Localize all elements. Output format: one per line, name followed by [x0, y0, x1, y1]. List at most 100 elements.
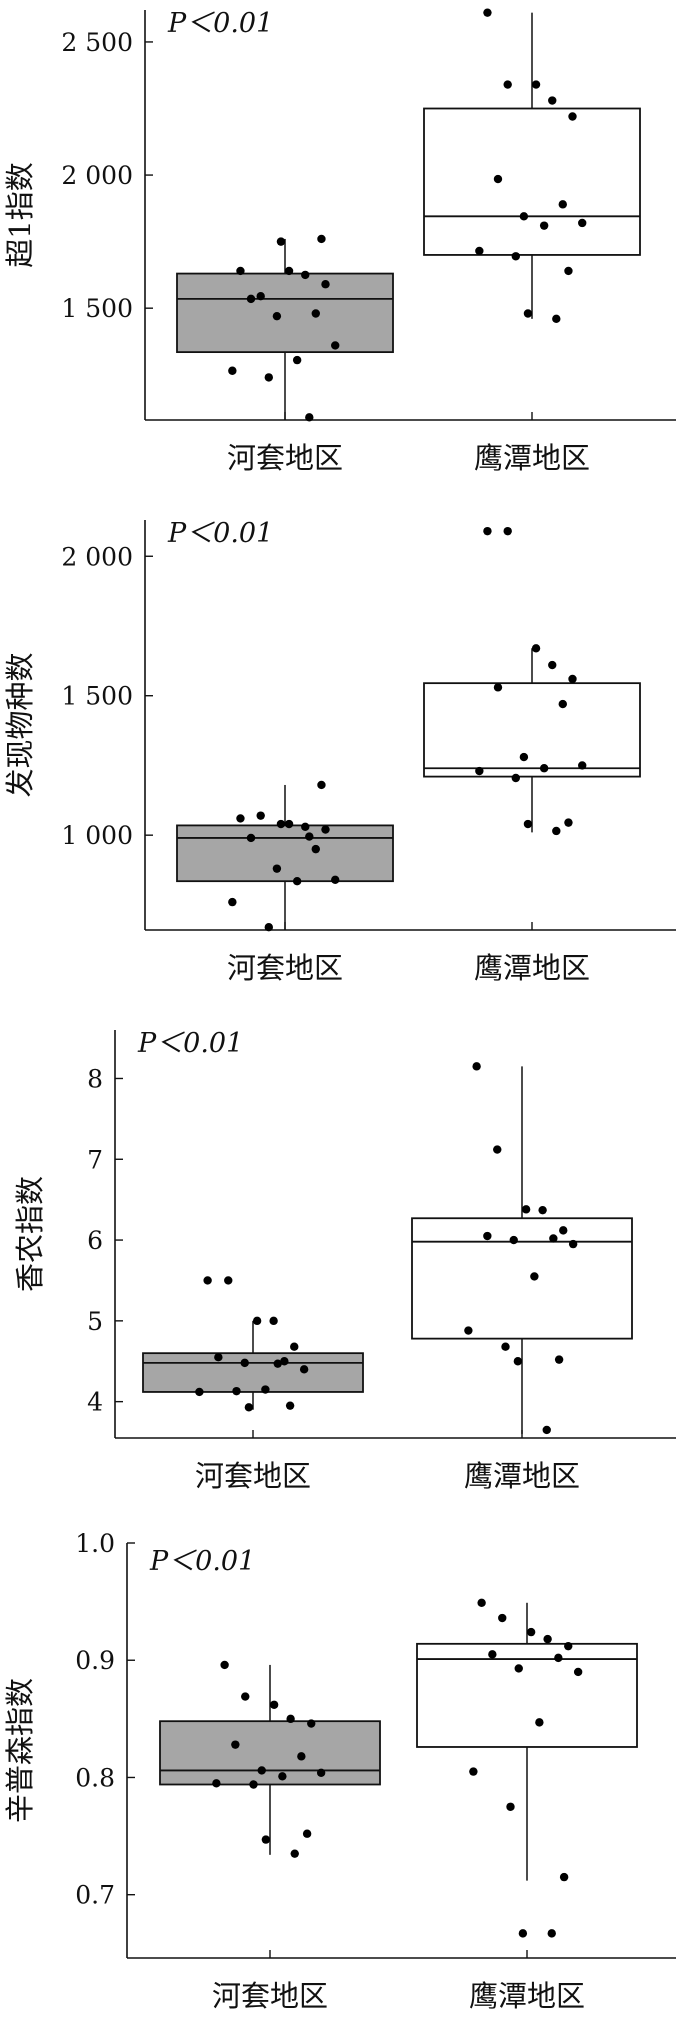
data-point [531, 80, 541, 89]
iqr-box [423, 107, 641, 256]
x-tick-label: 河套地区 [212, 1979, 328, 2013]
y-tick-label: 2 000 [61, 542, 133, 571]
data-point [552, 314, 561, 324]
iqr-box [176, 824, 394, 883]
y-tick-label: 1 000 [61, 821, 133, 850]
data-point [228, 366, 237, 375]
data-point [573, 1667, 583, 1677]
iqr-box [416, 1642, 638, 1748]
data-point [523, 819, 533, 829]
y-tick-label: 5 [87, 1307, 103, 1336]
y-tick-label: 1 500 [61, 294, 133, 323]
data-point [252, 1316, 262, 1326]
data-point [240, 1358, 249, 1368]
iqr-box [411, 1217, 633, 1340]
chart-panel-4: 0.7 0.8 0.9 1.0 河套地区 鹰潭地区 辛普森指数 P＜0.01 [3, 1529, 676, 2013]
data-point [509, 1235, 518, 1245]
data-point [547, 1929, 556, 1938]
data-point [246, 294, 256, 304]
data-point [273, 1359, 282, 1368]
data-point [464, 1326, 473, 1335]
data-point [526, 1627, 536, 1637]
data-point [498, 1613, 507, 1623]
y-tick-label: 2 000 [61, 161, 133, 190]
data-point [483, 8, 492, 17]
data-point [493, 174, 503, 184]
data-point [203, 1276, 212, 1285]
data-point [214, 1353, 223, 1362]
data-point [564, 818, 573, 827]
box-group-hetao [176, 234, 394, 422]
data-point [554, 1653, 563, 1663]
data-point [311, 844, 320, 854]
data-point [568, 112, 577, 121]
data-point [483, 526, 492, 536]
data-point [305, 413, 314, 422]
data-point [519, 212, 529, 221]
data-point [578, 761, 587, 770]
data-point [241, 1692, 250, 1701]
data-point [535, 1718, 544, 1727]
data-point [475, 766, 484, 776]
data-point [558, 699, 567, 709]
box-group-hetao [142, 1276, 364, 1412]
x-tick-label: 鹰潭地区 [464, 1459, 580, 1493]
data-point [276, 819, 286, 829]
y-tick-label: 0.9 [75, 1646, 115, 1675]
data-point [220, 1660, 229, 1670]
data-point [236, 814, 245, 823]
y-tick-label: 4 [87, 1388, 103, 1417]
data-point [299, 1365, 309, 1374]
p-value-annotation: P＜0.01 [167, 8, 273, 39]
data-point [568, 1239, 578, 1249]
y-tick-label: 8 [87, 1064, 103, 1093]
data-point [269, 1316, 278, 1326]
box-group-yingtan [411, 1062, 633, 1435]
data-point [543, 1634, 552, 1644]
p-value-annotation: P＜0.01 [167, 518, 273, 549]
box-group-yingtan [416, 1598, 638, 1938]
data-point [477, 1598, 486, 1607]
box-group-hetao [159, 1660, 381, 1858]
y-tick-label: 2 500 [61, 28, 133, 57]
data-point [549, 1234, 558, 1243]
data-point [232, 1386, 241, 1396]
data-point [564, 266, 573, 276]
x-tick-label: 鹰潭地区 [469, 1979, 585, 2013]
x-tick-label: 河套地区 [227, 441, 343, 475]
data-point [523, 309, 533, 318]
y-tick-label: 6 [87, 1226, 103, 1255]
data-point [511, 252, 520, 261]
data-point [285, 1401, 295, 1410]
data-point [264, 923, 273, 932]
x-tick-label: 河套地区 [227, 951, 343, 985]
chart-panel-2: 1 000 1 500 2 000 河套地区 鹰潭地区 发现物种数 P＜0.01 [3, 518, 676, 985]
data-point [521, 1205, 531, 1214]
data-point [514, 1664, 523, 1673]
data-point [483, 1231, 492, 1241]
data-point [290, 1849, 299, 1858]
data-point [231, 1740, 240, 1749]
data-point [292, 355, 302, 365]
data-point [331, 875, 340, 884]
y-axis-title: 超1指数 [3, 162, 37, 267]
data-point [503, 80, 512, 89]
data-point [224, 1276, 233, 1285]
data-point [559, 1226, 568, 1235]
data-point [307, 1719, 316, 1728]
data-point [542, 1425, 551, 1435]
data-point [292, 876, 302, 886]
data-point [539, 221, 549, 230]
y-axis-title: 辛普森指数 [3, 1678, 37, 1823]
data-point [236, 266, 245, 276]
data-point [257, 1766, 266, 1775]
y-tick-label: 0.8 [75, 1763, 115, 1792]
data-point [493, 683, 503, 692]
box-group-yingtan [423, 8, 641, 324]
y-tick-label: 7 [87, 1145, 103, 1174]
data-point [538, 1205, 547, 1215]
p-value-annotation: P＜0.01 [149, 1546, 255, 1577]
data-point [511, 773, 520, 783]
y-tick-label: 1.0 [75, 1529, 115, 1558]
